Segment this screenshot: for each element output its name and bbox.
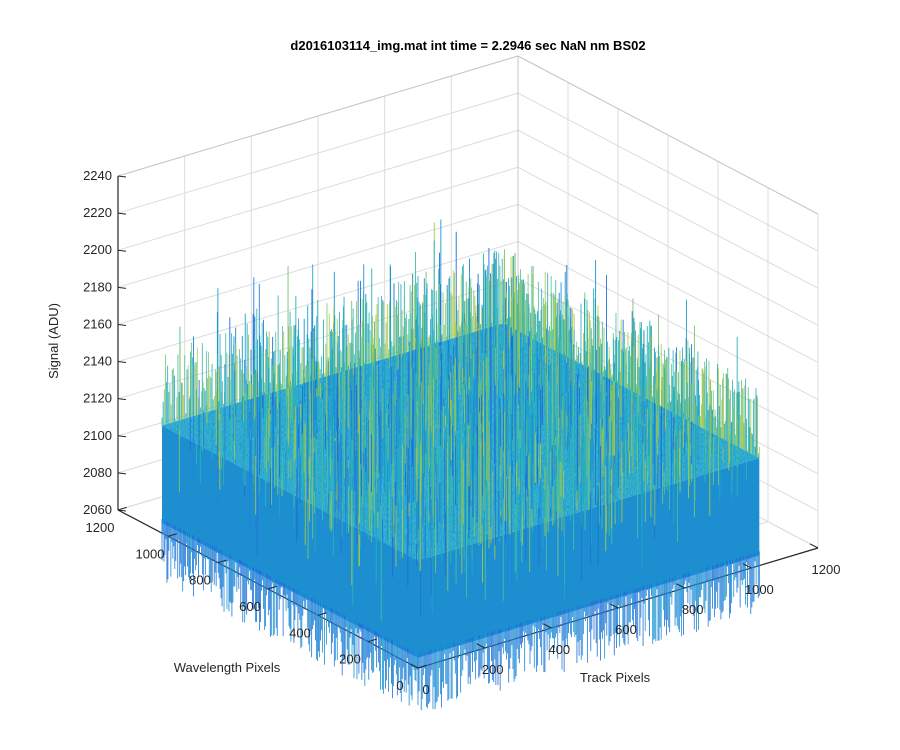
side-wall-gridline: [517, 204, 819, 363]
z-tick-label: 2140: [83, 354, 112, 369]
z-tick: [117, 435, 127, 438]
x-tick: [743, 563, 752, 569]
x-tick-label: 200: [482, 662, 504, 677]
x-tick-label: 800: [682, 602, 704, 617]
z-tick-label: 2180: [83, 279, 112, 294]
y-tick-label: 200: [339, 652, 361, 667]
y-tick-label: 1200: [86, 520, 115, 535]
chart-title: d2016103114_img.mat int time = 2.2946 se…: [290, 38, 645, 53]
z-axis-label: Signal (ADU): [46, 303, 61, 379]
z-tick: [117, 509, 127, 512]
y-tick: [167, 533, 177, 537]
y-axis-label: Wavelength Pixels: [174, 660, 281, 675]
y-tick-label: 800: [189, 573, 211, 588]
y-tick: [317, 612, 327, 616]
y-tick: [417, 664, 427, 669]
z-tick: [117, 361, 127, 364]
side-wall-gridline: [517, 129, 819, 289]
z-tick: [117, 398, 127, 401]
back-wall-gridline: [117, 203, 519, 325]
side-wall-gridline: [517, 166, 819, 326]
x-tick-label: 600: [615, 622, 637, 637]
z-tick: [117, 323, 127, 326]
side-wall-gridline: [517, 241, 819, 400]
box-edge: [517, 55, 819, 215]
box-edge: [117, 55, 519, 177]
x-tick: [809, 543, 819, 549]
x-tick: [609, 603, 619, 609]
y-tick-label: 600: [239, 599, 261, 614]
x-tick-label: 0: [422, 682, 429, 697]
z-tick-label: 2120: [83, 391, 112, 406]
side-wall-gridline: [517, 92, 819, 252]
z-tick: [117, 249, 127, 252]
y-tick: [367, 638, 377, 643]
back-wall-gridline: [117, 166, 519, 288]
z-tick: [117, 472, 127, 475]
back-wall-gridline: [117, 129, 519, 251]
y-tick: [117, 506, 127, 511]
x-tick: [676, 583, 685, 589]
tick-layer: 0 200 400 600 800 1000 1200 0 200 400 600 800 1000 12…: [83, 168, 840, 697]
x-tick-label: 1000: [745, 582, 774, 597]
y-tick: [267, 585, 277, 590]
y-tick-label: 1000: [136, 546, 165, 561]
y-tick-label: 400: [289, 625, 311, 640]
z-tick-label: 2080: [83, 465, 112, 480]
z-tick-label: 2160: [83, 316, 112, 331]
x-tick: [409, 663, 419, 669]
z-tick-label: 2220: [83, 205, 112, 220]
x-axis-label: Track Pixels: [580, 670, 651, 685]
z-tick: [117, 175, 127, 178]
z-tick-label: 2200: [83, 242, 112, 257]
x-tick-label: 400: [548, 642, 570, 657]
z-tick: [117, 286, 127, 289]
x-tick: [476, 643, 485, 649]
y-tick: [217, 559, 227, 564]
back-wall-gridline: [117, 92, 519, 214]
x-tick-label: 1200: [812, 562, 841, 577]
z-tick: [117, 212, 127, 215]
x-tick: [543, 623, 552, 629]
surface: [161, 219, 760, 711]
z-tick-label: 2060: [83, 502, 112, 517]
y-tick-label: 0: [396, 678, 403, 693]
z-tick-label: 2240: [83, 168, 112, 183]
z-tick-label: 2100: [83, 428, 112, 443]
